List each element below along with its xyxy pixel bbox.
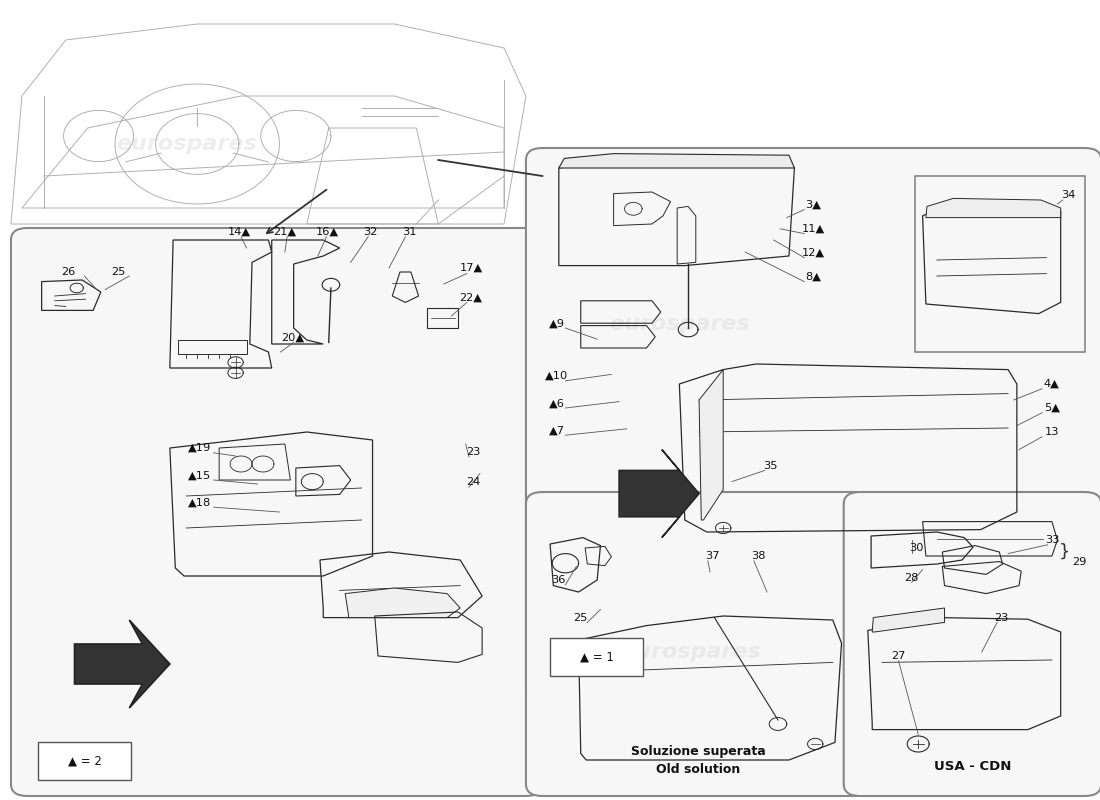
Text: 27: 27 xyxy=(891,651,905,661)
Text: ▲7: ▲7 xyxy=(549,426,564,435)
Polygon shape xyxy=(345,588,460,618)
Text: ▲10: ▲10 xyxy=(544,371,569,381)
Text: eurospares: eurospares xyxy=(620,642,761,662)
Text: 25: 25 xyxy=(573,613,587,622)
Polygon shape xyxy=(75,620,169,708)
Text: 23: 23 xyxy=(466,447,481,457)
Text: 33: 33 xyxy=(1045,535,1059,545)
FancyBboxPatch shape xyxy=(11,228,542,796)
Text: 26: 26 xyxy=(60,267,75,277)
Bar xyxy=(915,176,1085,352)
Text: ▲ = 1: ▲ = 1 xyxy=(580,650,614,663)
Text: 35: 35 xyxy=(763,461,778,470)
Text: }: } xyxy=(1058,543,1070,561)
Text: 11▲: 11▲ xyxy=(802,224,825,234)
Text: Soluzione superata: Soluzione superata xyxy=(631,746,766,758)
Text: 24: 24 xyxy=(466,478,481,487)
FancyBboxPatch shape xyxy=(526,148,1100,700)
Text: USA - CDN: USA - CDN xyxy=(934,760,1011,773)
Text: 37: 37 xyxy=(705,551,719,561)
Text: 20▲: 20▲ xyxy=(280,333,304,342)
FancyBboxPatch shape xyxy=(844,492,1100,796)
Bar xyxy=(550,638,644,676)
Text: ▲15: ▲15 xyxy=(188,470,211,480)
Text: 34: 34 xyxy=(1062,190,1076,200)
Polygon shape xyxy=(559,154,794,168)
Text: 23: 23 xyxy=(994,613,1009,622)
Polygon shape xyxy=(872,608,945,632)
Text: 38: 38 xyxy=(751,551,766,561)
Text: 36: 36 xyxy=(551,575,566,585)
Text: ▲18: ▲18 xyxy=(188,498,211,507)
Text: ▲6: ▲6 xyxy=(549,398,564,408)
Text: ▲19: ▲19 xyxy=(188,443,211,453)
Text: 13: 13 xyxy=(1045,427,1059,437)
Text: 16▲: 16▲ xyxy=(316,227,339,237)
Text: 32: 32 xyxy=(363,227,377,237)
FancyBboxPatch shape xyxy=(526,492,871,796)
Text: 12▲: 12▲ xyxy=(802,248,825,258)
Bar xyxy=(39,742,132,780)
Polygon shape xyxy=(700,370,723,520)
Text: 22▲: 22▲ xyxy=(460,293,483,302)
Text: 17▲: 17▲ xyxy=(460,263,483,273)
Text: 14▲: 14▲ xyxy=(228,227,251,237)
Text: 31: 31 xyxy=(403,227,417,237)
Text: 25: 25 xyxy=(111,267,125,277)
Text: ▲9: ▲9 xyxy=(549,318,564,328)
Text: 29: 29 xyxy=(1072,557,1087,566)
Text: 4▲: 4▲ xyxy=(1044,379,1059,389)
Text: Old solution: Old solution xyxy=(657,763,740,776)
Text: 30: 30 xyxy=(909,543,923,553)
Text: eurospares: eurospares xyxy=(609,314,750,334)
Text: 28: 28 xyxy=(904,573,918,582)
Text: 5▲: 5▲ xyxy=(1044,403,1060,413)
Text: eurospares: eurospares xyxy=(116,134,256,154)
Text: ▲ = 2: ▲ = 2 xyxy=(68,754,102,767)
Polygon shape xyxy=(926,198,1060,218)
Text: 3▲: 3▲ xyxy=(805,200,821,210)
Text: 21▲: 21▲ xyxy=(273,227,297,237)
Text: 8▲: 8▲ xyxy=(805,272,821,282)
Polygon shape xyxy=(619,450,700,538)
